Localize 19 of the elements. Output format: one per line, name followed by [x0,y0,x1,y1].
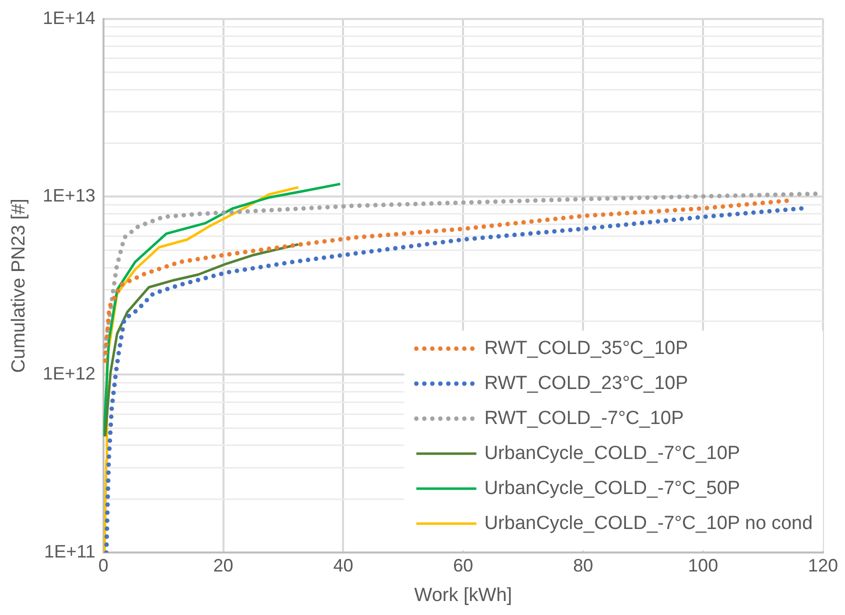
x-tick-label: 40 [333,555,354,576]
legend-label: UrbanCycle_COLD_-7°C_10P [484,442,740,464]
legend-label: RWT_COLD_35°C_10P [484,338,688,359]
x-tick-label: 60 [453,555,474,576]
y-tick-label: 1E+11 [44,542,96,562]
x-tick-label: 20 [213,555,234,576]
x-axis-title: Work [kWh] [414,584,512,606]
legend-label: RWT_COLD_-7°C_10P [484,408,684,429]
y-tick-label: 1E+14 [42,8,96,28]
legend-label: UrbanCycle_COLD_-7°C_50P [484,478,740,499]
legend-label: UrbanCycle_COLD_-7°C_10P no cond [484,512,813,534]
y-tick-label: 1E+12 [42,364,96,384]
legend-label: RWT_COLD_23°C_10P [484,372,688,394]
y-tick-label: 1E+13 [42,186,96,206]
x-tick-label: 80 [573,555,594,576]
y-axis-title: Cumulative PN23 [#] [8,198,30,373]
x-tick-label: 100 [688,555,718,576]
x-tick-label: 0 [98,555,108,576]
x-tick-label: 120 [808,555,838,576]
